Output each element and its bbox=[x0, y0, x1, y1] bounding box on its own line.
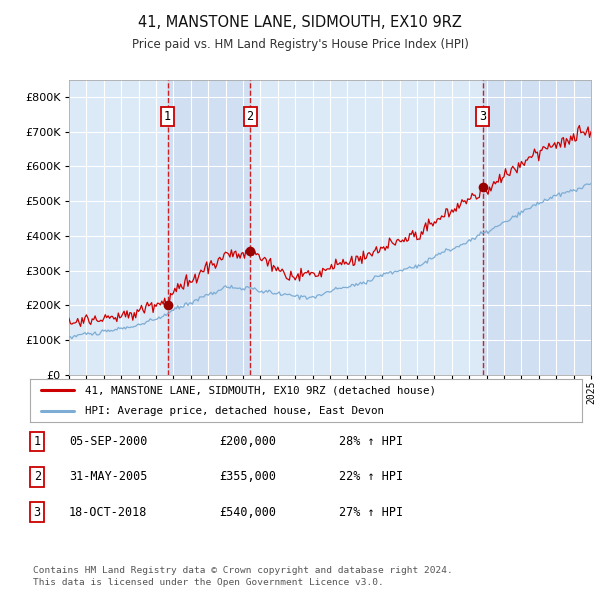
Text: 31-MAY-2005: 31-MAY-2005 bbox=[69, 470, 148, 483]
Text: 27% ↑ HPI: 27% ↑ HPI bbox=[339, 506, 403, 519]
Text: 2: 2 bbox=[247, 110, 254, 123]
Text: 41, MANSTONE LANE, SIDMOUTH, EX10 9RZ: 41, MANSTONE LANE, SIDMOUTH, EX10 9RZ bbox=[138, 15, 462, 30]
Text: £540,000: £540,000 bbox=[219, 506, 276, 519]
Text: 2: 2 bbox=[34, 470, 41, 483]
Bar bbox=[167, 80, 250, 375]
Text: Contains HM Land Registry data © Crown copyright and database right 2024.
This d: Contains HM Land Registry data © Crown c… bbox=[33, 566, 453, 587]
Text: £200,000: £200,000 bbox=[219, 435, 276, 448]
Text: 3: 3 bbox=[479, 110, 487, 123]
Text: 18-OCT-2018: 18-OCT-2018 bbox=[69, 506, 148, 519]
Text: 1: 1 bbox=[34, 435, 41, 448]
Text: HPI: Average price, detached house, East Devon: HPI: Average price, detached house, East… bbox=[85, 406, 384, 416]
Bar bbox=[483, 80, 591, 375]
Text: 22% ↑ HPI: 22% ↑ HPI bbox=[339, 470, 403, 483]
Text: £355,000: £355,000 bbox=[219, 470, 276, 483]
Text: 3: 3 bbox=[34, 506, 41, 519]
Text: 28% ↑ HPI: 28% ↑ HPI bbox=[339, 435, 403, 448]
Text: Price paid vs. HM Land Registry's House Price Index (HPI): Price paid vs. HM Land Registry's House … bbox=[131, 38, 469, 51]
Text: 05-SEP-2000: 05-SEP-2000 bbox=[69, 435, 148, 448]
Text: 41, MANSTONE LANE, SIDMOUTH, EX10 9RZ (detached house): 41, MANSTONE LANE, SIDMOUTH, EX10 9RZ (d… bbox=[85, 385, 436, 395]
Text: 1: 1 bbox=[164, 110, 171, 123]
